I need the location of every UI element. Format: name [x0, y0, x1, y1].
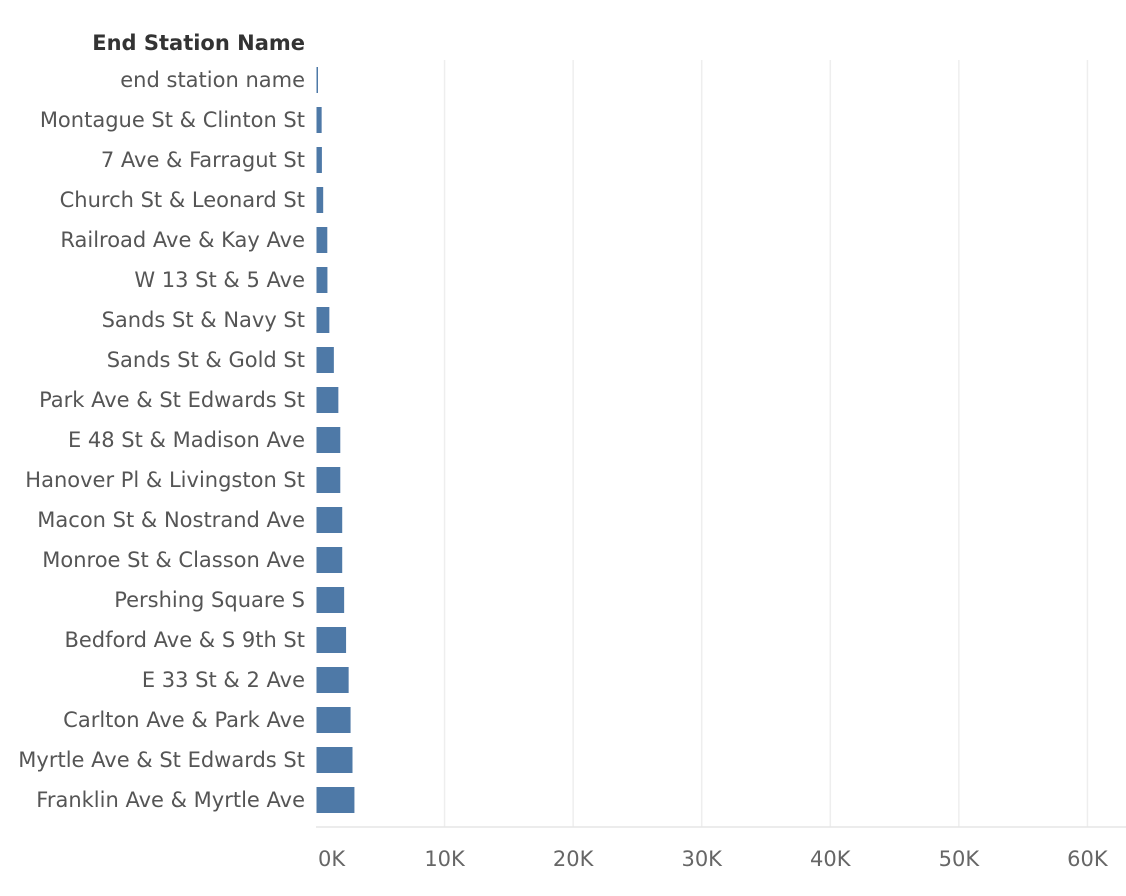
category-label: Church St & Leonard St	[60, 188, 305, 212]
bar[interactable]	[316, 347, 334, 373]
bar[interactable]	[316, 507, 343, 533]
category-label: 7 Ave & Farragut St	[101, 148, 305, 172]
bar[interactable]	[316, 707, 351, 733]
category-label: E 33 St & 2 Ave	[142, 668, 305, 692]
category-label: Monroe St & Classon Ave	[42, 548, 305, 572]
bar[interactable]	[316, 267, 328, 293]
category-label: Sands St & Navy St	[102, 308, 305, 332]
rows: end station name Montague St & Clinton St…	[18, 67, 355, 813]
x-tick-label: 0K	[318, 847, 346, 871]
category-label: W 13 St & 5 Ave	[134, 268, 305, 292]
bar[interactable]	[316, 387, 339, 413]
bar[interactable]	[316, 107, 322, 133]
row-header-title: End Station Name	[92, 31, 305, 55]
category-label: Hanover Pl & Livingston St	[25, 468, 305, 492]
category-label: Macon St & Nostrand Ave	[37, 508, 305, 532]
bar[interactable]	[316, 667, 349, 693]
bar[interactable]	[316, 187, 324, 213]
category-label: Sands St & Gold St	[107, 348, 305, 372]
category-label: Pershing Square S	[114, 588, 305, 612]
bar[interactable]	[316, 307, 330, 333]
x-tick-label: 20K	[553, 847, 595, 871]
bar[interactable]	[316, 227, 328, 253]
category-label: Myrtle Ave & St Edwards St	[18, 748, 305, 772]
category-label: Bedford Ave & S 9th St	[64, 628, 305, 652]
bar[interactable]	[316, 147, 322, 173]
x-tick-label: 60K	[1067, 847, 1109, 871]
bar[interactable]	[316, 587, 345, 613]
x-tick-label: 30K	[681, 847, 723, 871]
bar[interactable]	[316, 747, 353, 773]
x-tick-label: 50K	[939, 847, 981, 871]
bar[interactable]	[316, 67, 319, 93]
gridlines	[443, 60, 1089, 827]
category-label: E 48 St & Madison Ave	[68, 428, 305, 452]
category-label: end station name	[120, 68, 305, 92]
category-label: Montague St & Clinton St	[40, 108, 305, 132]
bar[interactable]	[316, 547, 343, 573]
bar[interactable]	[316, 627, 347, 653]
category-label: Park Ave & St Edwards St	[39, 388, 305, 412]
bar[interactable]	[316, 787, 355, 813]
bar[interactable]	[316, 427, 341, 453]
category-label: Franklin Ave & Myrtle Ave	[36, 788, 305, 812]
x-tick-label: 40K	[810, 847, 852, 871]
bar[interactable]	[316, 467, 341, 493]
category-label: Railroad Ave & Kay Ave	[60, 228, 305, 252]
x-axis-ticks: 0K 10K 20K 30K 40K 50K 60K	[318, 847, 1109, 871]
x-tick-label: 10K	[424, 847, 466, 871]
category-label: Carlton Ave & Park Ave	[63, 708, 305, 732]
